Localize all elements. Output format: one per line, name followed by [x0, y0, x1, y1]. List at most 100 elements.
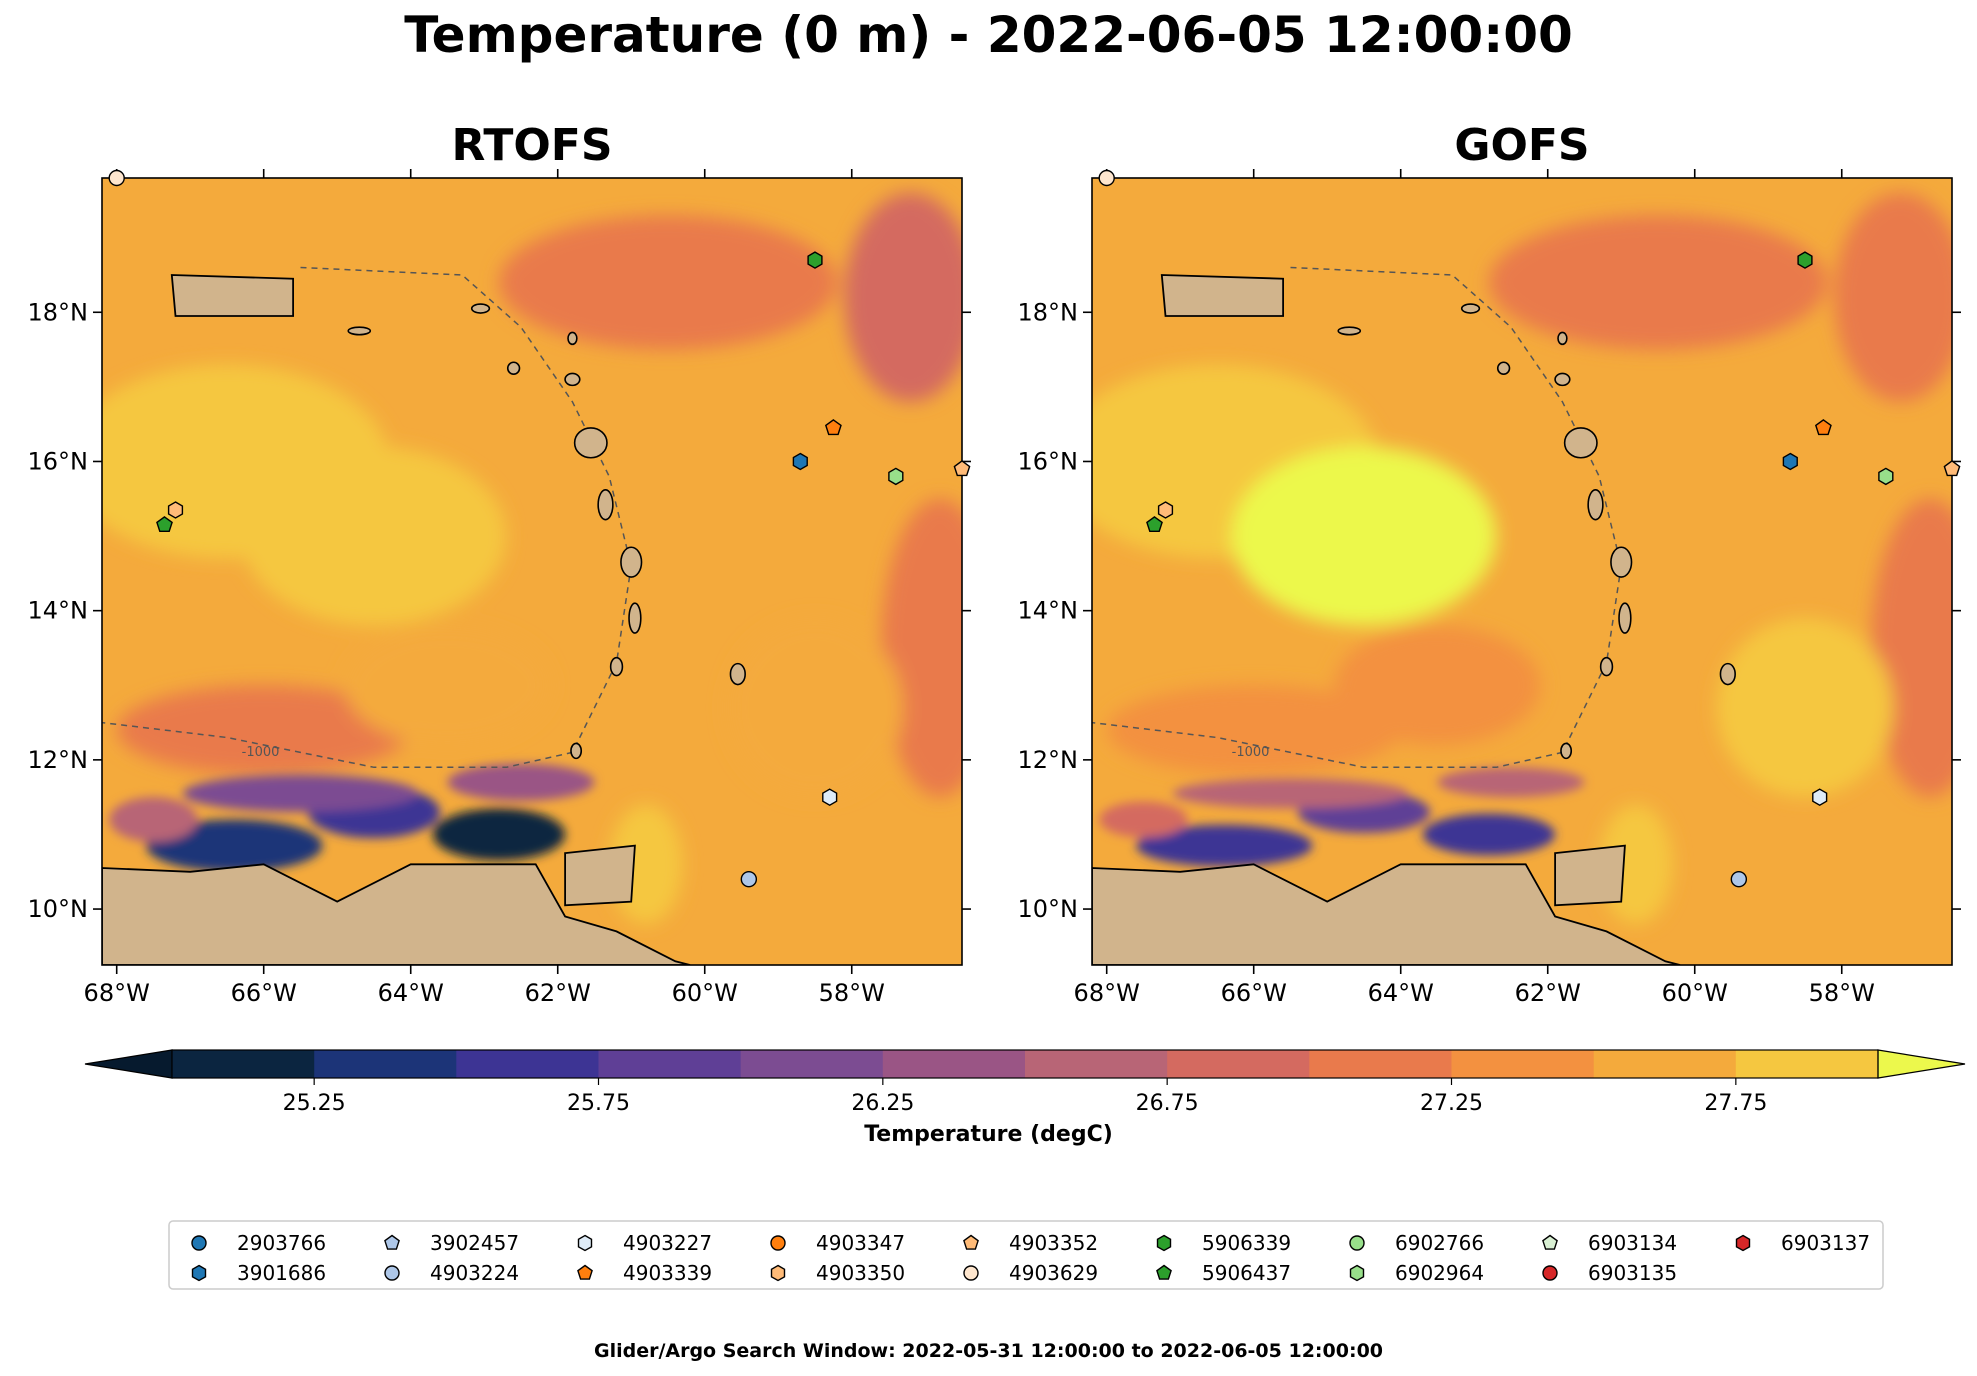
land-island — [573, 427, 608, 459]
colorbar-segment — [1025, 1050, 1168, 1078]
map-panel-rtofs: -1000 68°W 66°W 64°W 62°W 60°W 58°W 10°N 12°N 14°… — [28, 169, 971, 1007]
colorbar-tick-label: 27.75 — [1704, 1091, 1767, 1116]
legend-label: 4903629 — [1009, 1261, 1098, 1285]
sst-blob — [1231, 446, 1497, 626]
land-island — [1460, 303, 1481, 314]
legend-label: 4903224 — [430, 1261, 519, 1285]
float-marker-5906437 — [156, 516, 173, 532]
x-tick-label: 64°W — [1368, 979, 1434, 1007]
legend-label: 6903135 — [1588, 1261, 1677, 1285]
x-tick-label: 66°W — [1221, 979, 1287, 1007]
colorbar-tick-label: 26.25 — [851, 1091, 914, 1116]
legend-marker-6903137 — [1735, 1234, 1751, 1252]
sst-blob — [109, 797, 198, 842]
colorbar-segment — [1451, 1050, 1595, 1078]
sst-blob — [447, 763, 595, 801]
legend-marker-4903350 — [770, 1264, 786, 1282]
colorbar-tick-label: 25.75 — [567, 1091, 630, 1116]
colorbar-tick-label: 27.25 — [1420, 1091, 1483, 1116]
land-island — [1496, 361, 1511, 375]
land-trinidad — [1554, 844, 1626, 907]
x-tick-label: 64°W — [378, 979, 444, 1007]
x-tick-label: 60°W — [1662, 979, 1728, 1007]
map-panel-gofs: -1000 68°W 66°W 64°W 62°W 60°W 58°W 10°N 12°N 14°… — [1018, 169, 1961, 1007]
colorbar-segment — [1593, 1050, 1737, 1078]
float-marker-4903629 — [1098, 169, 1115, 187]
sst-blob — [1716, 618, 1894, 798]
sst-blob — [1136, 824, 1313, 867]
x-tick-label: 62°W — [525, 979, 591, 1007]
colorbar: 25.25 25.75 26.25 26.75 27.25 27.75 — [84, 1049, 1966, 1116]
land-island — [570, 742, 583, 760]
legend-marker-4903339 — [577, 1264, 593, 1280]
x-tick-label: 62°W — [1515, 979, 1581, 1007]
sst-blob — [432, 808, 566, 861]
land-island — [1610, 546, 1633, 578]
land-island — [1554, 372, 1571, 387]
colorbar-segment — [456, 1050, 600, 1078]
land-island — [1557, 331, 1568, 346]
colorbar-under-extend — [84, 1049, 173, 1079]
colorbar-segment — [1309, 1050, 1453, 1078]
legend-label: 6902766 — [1395, 1231, 1484, 1255]
sst-blob — [1172, 778, 1409, 809]
float-marker-6902964 — [888, 467, 904, 486]
bathymetry-contour-label: -1000 — [242, 745, 280, 760]
bathymetry-contour-label: -1000 — [1232, 745, 1270, 760]
legend-label: 5906339 — [1202, 1231, 1291, 1255]
sst-blob — [1422, 813, 1556, 856]
sst-blob — [881, 498, 962, 798]
float-marker-4903352 — [1943, 460, 1961, 477]
legend-marker-4903347 — [770, 1235, 786, 1251]
x-tick-label: 68°W — [84, 979, 150, 1007]
land-island — [620, 546, 643, 578]
float-marker-5906339 — [1797, 251, 1813, 269]
land-island — [628, 602, 642, 634]
float-legend: 2903766 3901686 3902457 4903224 4903227 49033… — [168, 1220, 1884, 1290]
float-marker-6902964 — [1878, 467, 1894, 486]
colorbar-segment — [1735, 1050, 1879, 1078]
y-tick-label: 14°N — [1018, 597, 1079, 625]
float-marker-4903629 — [108, 169, 125, 187]
legend-marker-6903135 — [1542, 1265, 1558, 1281]
land-puerto-rico — [170, 274, 294, 317]
sst-blob — [1334, 625, 1541, 745]
axes-frame — [1091, 177, 1953, 966]
land-south-america — [102, 863, 691, 965]
float-marker-4903339 — [1814, 419, 1832, 436]
colorbar-segment — [882, 1050, 1026, 1078]
land-island — [506, 361, 521, 375]
legend-marker-5906339 — [1156, 1234, 1172, 1252]
legend-marker-4903227 — [577, 1234, 593, 1252]
legend-label: 4903347 — [816, 1231, 905, 1255]
colorbar-segment — [314, 1050, 457, 1078]
colorbar-frame — [171, 1049, 1879, 1079]
y-tick-label: 12°N — [1018, 746, 1079, 774]
land-island — [1719, 662, 1736, 686]
land-island — [1599, 656, 1614, 677]
y-tick-label: 12°N — [28, 746, 89, 774]
temperature-field: -1000 — [1092, 178, 1952, 965]
sst-blob — [1488, 215, 1828, 350]
panel-title-gofs: GOFS — [1454, 120, 1590, 171]
y-tick-label: 14°N — [28, 597, 89, 625]
y-tick-label: 18°N — [28, 298, 89, 326]
x-tick-label: 58°W — [819, 979, 885, 1007]
land-island — [1337, 326, 1362, 336]
colorbar-label: Temperature (degC) — [864, 1122, 1113, 1147]
land-south-america — [1092, 863, 1681, 965]
legend-marker-4903224 — [384, 1265, 400, 1281]
legend-frame — [168, 1220, 1884, 1290]
sst-blob — [146, 819, 323, 872]
float-marker-3901686 — [792, 452, 808, 471]
land-island — [1560, 742, 1573, 760]
legend-label: 6902964 — [1395, 1261, 1484, 1285]
legend-label: 3901686 — [237, 1261, 326, 1285]
land-island — [564, 372, 581, 387]
temperature-field: -1000 — [102, 178, 962, 965]
legend-marker-3901686 — [191, 1264, 207, 1282]
x-tick-label: 66°W — [231, 979, 297, 1007]
legend-label: 5906437 — [1202, 1261, 1291, 1285]
land-island — [729, 662, 746, 686]
